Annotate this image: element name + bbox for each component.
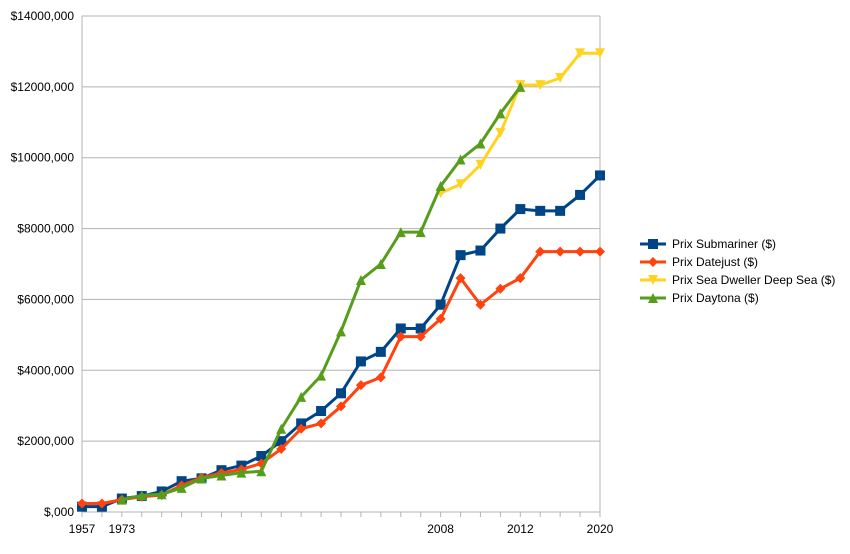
data-point	[435, 299, 446, 310]
y-tick-label: $6000,000	[17, 292, 74, 306]
data-point	[336, 326, 346, 337]
data-point	[415, 323, 426, 334]
series-line	[440, 51, 600, 195]
legend-marker	[648, 293, 658, 303]
data-point	[316, 370, 327, 381]
data-point	[336, 388, 346, 399]
data-point	[555, 205, 566, 216]
data-point	[395, 227, 406, 238]
data-point	[515, 273, 526, 284]
legend-label: Prix Sea Dweller Deep Sea ($)	[672, 273, 835, 287]
data-point	[455, 179, 466, 190]
data-point	[395, 323, 406, 334]
y-tick-label: $8000,000	[17, 222, 74, 236]
data-point	[316, 418, 327, 429]
legend-marker	[648, 275, 658, 285]
data-point	[415, 227, 426, 238]
data-point	[555, 246, 566, 257]
data-point	[575, 246, 586, 257]
data-point	[455, 273, 466, 284]
x-tick-label: 1973	[108, 522, 135, 536]
data-point	[495, 127, 506, 138]
data-point	[296, 391, 307, 402]
data-point	[475, 138, 486, 149]
legend-marker	[648, 239, 658, 249]
data-point	[236, 467, 247, 478]
y-tick-label: $2000,000	[17, 434, 74, 448]
y-tick-label: $4000,000	[17, 363, 74, 377]
data-point	[415, 331, 426, 342]
data-point	[276, 443, 287, 454]
y-tick-label: $12000,000	[11, 80, 75, 94]
data-point	[535, 246, 546, 257]
data-point	[495, 108, 506, 119]
data-point	[595, 48, 605, 59]
series-line	[82, 250, 600, 505]
data-point	[296, 418, 307, 429]
data-point	[375, 259, 386, 269]
data-point	[276, 436, 287, 447]
data-point	[435, 313, 446, 324]
y-tick-label: $14000,000	[11, 9, 75, 23]
y-tick-label: $10000,000	[11, 151, 75, 165]
x-tick-label: 2012	[507, 522, 534, 536]
data-point	[196, 473, 207, 484]
data-point	[96, 498, 107, 509]
data-point	[256, 466, 267, 477]
data-point	[296, 423, 307, 434]
legend-marker	[648, 257, 658, 267]
data-point	[395, 331, 406, 342]
data-point	[435, 181, 446, 192]
data-point	[455, 154, 466, 165]
y-tick-label: $,000	[44, 505, 74, 519]
data-point	[116, 494, 127, 505]
series-line	[82, 174, 602, 509]
data-point	[77, 498, 87, 509]
data-point	[495, 223, 506, 234]
data-point	[256, 451, 267, 462]
data-point	[515, 204, 526, 215]
data-point	[156, 489, 167, 500]
x-tick-label: 2020	[587, 522, 614, 536]
data-point	[316, 406, 327, 417]
x-tick-label: 1957	[69, 522, 96, 536]
data-point	[355, 274, 366, 285]
data-point	[515, 81, 526, 92]
series-line	[121, 85, 522, 502]
data-point	[475, 245, 486, 256]
legend-label: Prix Submariner ($)	[672, 237, 776, 251]
data-point	[375, 372, 386, 383]
x-tick-label: 2008	[427, 522, 454, 536]
data-point	[575, 189, 586, 200]
legend-label: Prix Datejust ($)	[672, 255, 758, 269]
data-point	[475, 159, 486, 170]
data-point	[136, 490, 147, 501]
data-point	[575, 48, 586, 59]
data-point	[535, 205, 546, 216]
data-point	[355, 356, 366, 367]
data-point	[555, 73, 566, 83]
data-point	[595, 246, 605, 257]
legend-label: Prix Daytona ($)	[672, 291, 759, 305]
data-point	[375, 346, 386, 357]
data-point	[595, 170, 605, 181]
data-point	[535, 80, 546, 91]
data-point	[475, 299, 486, 310]
data-point	[216, 470, 227, 481]
data-point	[355, 380, 366, 391]
data-point	[176, 482, 187, 493]
data-point	[276, 423, 287, 434]
data-point	[495, 283, 506, 294]
data-point	[336, 401, 346, 412]
data-point	[455, 250, 466, 261]
